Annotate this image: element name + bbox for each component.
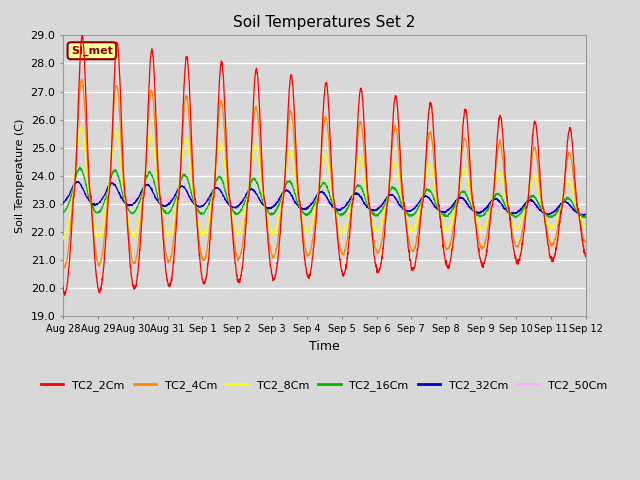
Title: Soil Temperatures Set 2: Soil Temperatures Set 2 [233, 15, 415, 30]
X-axis label: Time: Time [309, 340, 340, 353]
Legend: TC2_2Cm, TC2_4Cm, TC2_8Cm, TC2_16Cm, TC2_32Cm, TC2_50Cm: TC2_2Cm, TC2_4Cm, TC2_8Cm, TC2_16Cm, TC2… [36, 375, 612, 395]
Text: SI_met: SI_met [71, 46, 113, 56]
Y-axis label: Soil Temperature (C): Soil Temperature (C) [15, 119, 25, 233]
